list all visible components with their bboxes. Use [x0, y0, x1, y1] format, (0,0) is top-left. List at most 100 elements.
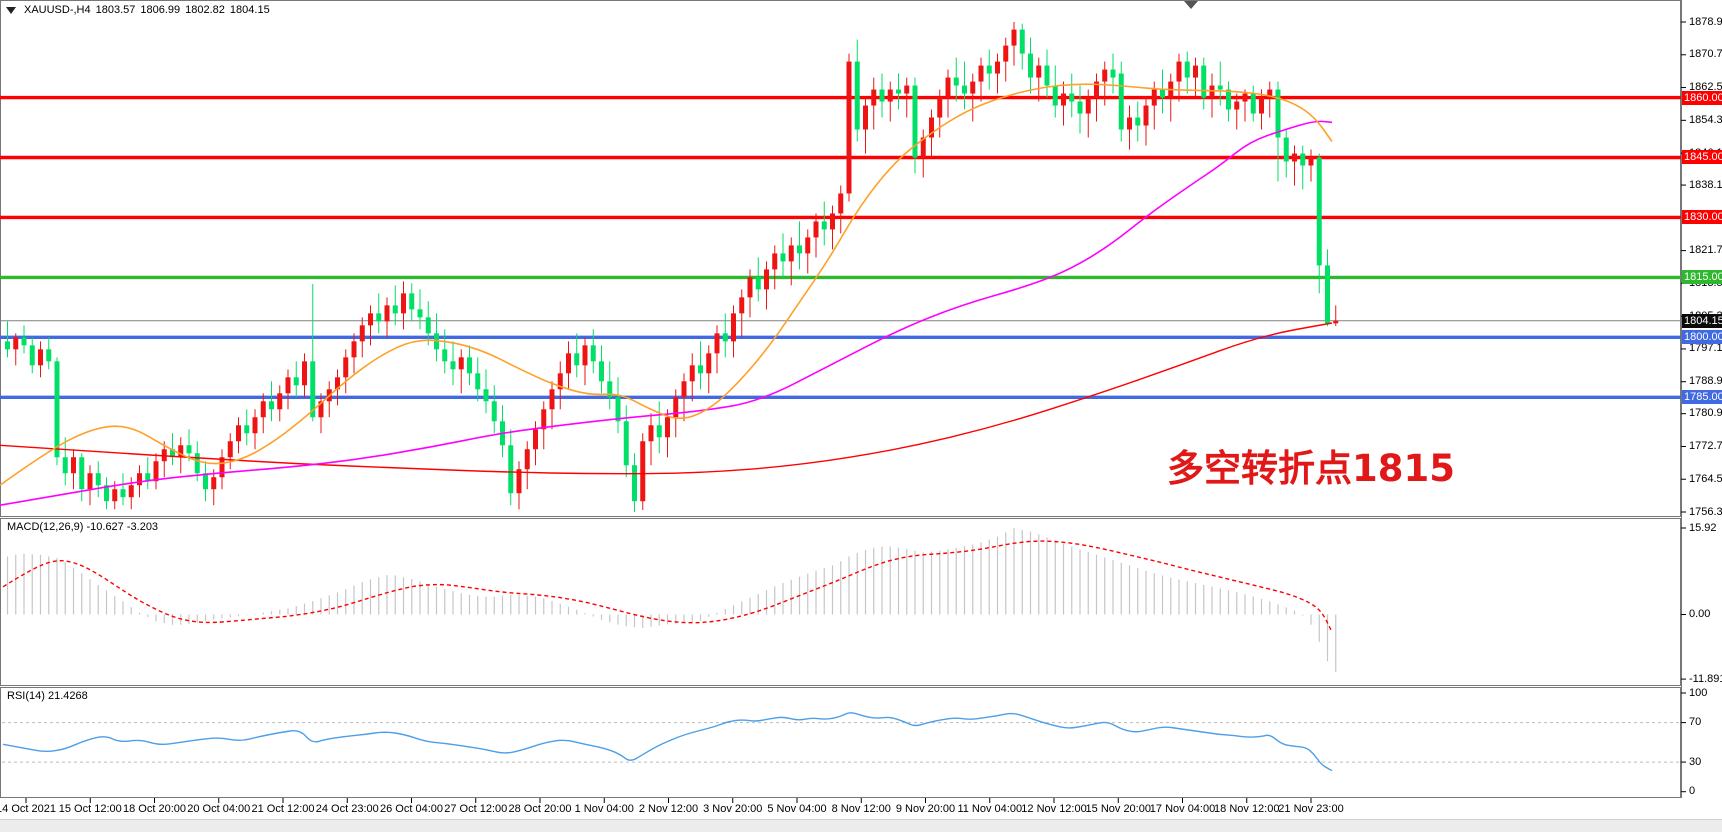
bull-candle	[920, 137, 926, 158]
symbol-label: XAUUSD-,H4	[24, 4, 91, 16]
bull-candle	[533, 429, 538, 450]
bear-candle	[1135, 117, 1141, 126]
price-level-badge[interactable]: 1800.00	[1682, 330, 1722, 345]
time-axis-label: 18 Oct 20:00	[123, 803, 186, 815]
symbol-dropdown-icon[interactable]	[6, 6, 16, 14]
time-axis-label: 20 Oct 04:00	[187, 803, 251, 815]
bear-candle	[1226, 89, 1231, 110]
bull-candle	[260, 401, 266, 418]
bull-candle	[887, 89, 893, 102]
bull-candle	[236, 425, 241, 442]
bull-candle	[368, 313, 373, 326]
bear-candle	[95, 473, 101, 486]
price-level-badge[interactable]: 1860.00	[1682, 90, 1722, 105]
bull-candle	[401, 293, 406, 314]
bear-candle	[293, 377, 299, 386]
bear-candle	[821, 221, 827, 230]
rsi-axis-label: 70	[1689, 716, 1702, 729]
bear-candle	[1316, 157, 1322, 266]
bear-candle	[170, 449, 175, 458]
bear-candle	[1300, 153, 1306, 166]
bull-candle	[772, 253, 778, 270]
bear-candle	[1184, 61, 1190, 78]
bear-candle	[1044, 65, 1050, 86]
bull-candle	[640, 441, 646, 502]
bull-candle	[384, 305, 390, 322]
bear-candle	[962, 85, 967, 94]
bear-candle	[120, 489, 126, 498]
bull-candle	[252, 417, 258, 434]
bull-candle	[211, 477, 217, 490]
bull-candle	[813, 221, 819, 238]
bear-candle	[46, 349, 52, 362]
bear-candle	[656, 425, 662, 438]
time-axis-label: 2 Nov 12:00	[638, 803, 699, 815]
bear-candle	[104, 485, 109, 502]
price-axis-label: 1764.50	[1689, 472, 1722, 485]
bear-candle	[425, 317, 431, 334]
price-axis-label: 1772.70	[1689, 439, 1722, 452]
bull-candle	[1267, 89, 1273, 98]
time-axis-label: 15 Nov 20:00	[1085, 803, 1151, 815]
bull-candle	[863, 105, 868, 130]
price-level-badge[interactable]: 1785.00	[1682, 390, 1722, 405]
macd-signal-value: -3.203	[126, 521, 159, 533]
bull-candle	[1127, 117, 1132, 130]
bull-candle	[1333, 320, 1339, 324]
bear-candle	[1250, 93, 1256, 114]
time-axis-label: 18 Nov 12:00	[1214, 803, 1280, 815]
bull-candle	[1061, 93, 1066, 106]
time-axis-label: 21 Nov 23:00	[1278, 803, 1344, 815]
price-level-badge[interactable]: 1830.00	[1682, 210, 1722, 225]
chart-shift-marker-icon[interactable]	[1184, 1, 1198, 9]
bull-candle	[937, 97, 943, 118]
bull-candle	[128, 485, 134, 498]
bull-candle	[1308, 157, 1314, 166]
bull-candle	[458, 357, 464, 370]
bull-candle	[1242, 93, 1248, 102]
time-axis-label: 28 Oct 20:00	[508, 803, 572, 815]
bull-candle	[1209, 85, 1215, 98]
time-axis-label: 27 Oct 12:00	[444, 803, 508, 815]
bear-candle	[1077, 101, 1083, 114]
bull-candle	[838, 193, 844, 214]
price-axis-label: 1870.70	[1689, 48, 1722, 61]
bull-candle	[904, 85, 910, 94]
bear-candle	[5, 341, 10, 350]
price-level-badge[interactable]: 1815.00	[1682, 270, 1722, 285]
bull-candle	[524, 449, 530, 470]
panel-frame	[0, 687, 1681, 798]
bull-candle	[805, 237, 811, 254]
macd-axis-label: 15.92	[1689, 521, 1717, 534]
price-axis-label: 1756.30	[1689, 505, 1722, 518]
bear-candle	[698, 365, 703, 374]
annotation-text[interactable]: 多空转折点1815	[1167, 447, 1455, 490]
bull-candle	[1143, 105, 1149, 126]
bull-candle	[277, 393, 283, 410]
bull-candle	[137, 473, 142, 486]
bear-candle	[1052, 85, 1058, 106]
bear-candle	[1275, 89, 1281, 138]
bull-candle	[1193, 65, 1198, 78]
rsi-value: 21.4268	[47, 690, 88, 702]
bear-candle	[1069, 93, 1075, 102]
ohlc-header: XAUUSD-,H4 1803.57 1806.99 1802.82 1804.…	[6, 4, 270, 16]
price-axis-label: 1862.50	[1689, 81, 1722, 94]
time-axis-label: 11 Nov 04:00	[957, 803, 1023, 815]
bear-candle	[574, 353, 580, 366]
bull-candle	[689, 365, 695, 382]
price-level-badge[interactable]: 1845.00	[1682, 150, 1722, 165]
bear-candle	[1217, 85, 1223, 90]
time-axis-label: 26 Oct 04:00	[380, 803, 443, 815]
bear-candle	[450, 361, 456, 370]
bear-candle	[483, 389, 489, 402]
bear-candle	[599, 361, 604, 382]
bear-candle	[244, 425, 250, 434]
macd-axis-label: 0.00	[1689, 608, 1711, 620]
bear-candle	[269, 401, 274, 410]
bull-candle	[788, 245, 794, 262]
bull-candle	[1234, 101, 1240, 110]
bear-candle	[376, 313, 382, 322]
